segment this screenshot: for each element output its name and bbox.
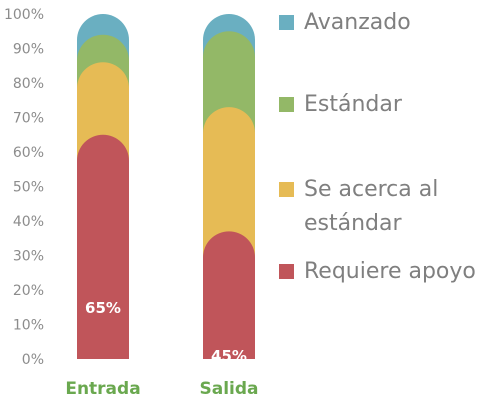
y-tick-label: 50% (13, 180, 44, 196)
legend-swatch (279, 97, 294, 112)
legend-swatch (279, 182, 294, 197)
legend-label: Se acerca al estándar (304, 177, 439, 236)
legend-swatch (279, 264, 294, 279)
y-tick-label: 0% (22, 352, 44, 368)
y-tick-label: 70% (13, 111, 44, 127)
legend-item-se-acerca-al-estandar: Se acerca al estándar (279, 173, 479, 241)
x-category-label: Salida (199, 379, 258, 399)
y-tick-label: 60% (13, 145, 44, 161)
legend-label: Avanzado (304, 10, 411, 35)
legend-item-avanzado: Avanzado (279, 6, 479, 40)
y-tick-label: 20% (13, 283, 44, 299)
y-tick-label: 80% (13, 76, 44, 92)
legend-item-estandar: Estándar (279, 88, 479, 122)
legend-item-requiere-apoyo: Requiere apoyo (279, 255, 479, 289)
bar-salida-requiere-apoyo (203, 231, 255, 359)
legend-swatch (279, 15, 294, 30)
bar-entrada-requiere-apoyo (77, 134, 129, 359)
data-label: 65% (85, 299, 121, 317)
legend-label: Estándar (304, 92, 402, 117)
y-tick-label: 10% (13, 318, 44, 334)
data-label: 45% (211, 347, 247, 365)
y-tick-label: 100% (4, 7, 44, 23)
bars (77, 14, 255, 360)
x-axis-categories: Entrada Salida (65, 379, 258, 399)
y-tick-label: 30% (13, 249, 44, 265)
y-tick-label: 40% (13, 214, 44, 230)
data-labels: 65% 45% (85, 299, 247, 365)
y-axis-ticks: 0% 10% 20% 30% 40% 50% 60% 70% 80% 90% 100% (4, 7, 44, 368)
x-category-label: Entrada (65, 379, 140, 399)
legend-label: Requiere apoyo (304, 259, 476, 284)
y-tick-label: 90% (13, 42, 44, 58)
